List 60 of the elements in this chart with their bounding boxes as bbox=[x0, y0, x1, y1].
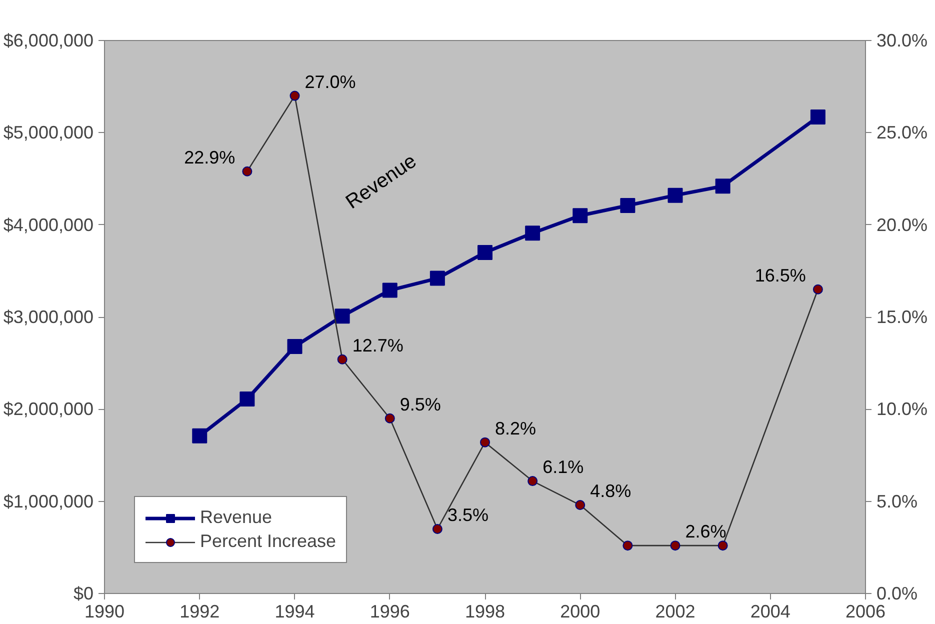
point bbox=[575, 500, 586, 510]
point bbox=[525, 226, 540, 241]
point bbox=[668, 188, 683, 203]
point bbox=[384, 413, 395, 424]
x-tick-label: 2002 bbox=[655, 602, 696, 622]
point bbox=[622, 540, 633, 551]
point bbox=[715, 178, 730, 194]
data-label: 8.2% bbox=[495, 418, 536, 438]
y2-tick-label: 20.0% bbox=[876, 214, 928, 235]
point bbox=[240, 392, 255, 407]
point bbox=[430, 270, 445, 286]
data-label: 12.7% bbox=[352, 335, 404, 356]
point bbox=[620, 198, 636, 213]
data-label: 6.1% bbox=[542, 457, 584, 478]
x-tick-label: 1992 bbox=[180, 602, 220, 622]
x-tick-label: 1990 bbox=[84, 602, 125, 622]
y2-tick-label: 15.0% bbox=[876, 307, 928, 327]
x-tick-label: 2006 bbox=[845, 602, 886, 622]
y2-tick-label: 30.0% bbox=[876, 30, 928, 50]
y2-tick-label: 0.0% bbox=[876, 584, 918, 604]
legend-label: Revenue bbox=[200, 507, 272, 528]
y-tick-label: $6,000,000 bbox=[3, 30, 94, 50]
point bbox=[528, 476, 538, 486]
data-label: 3.5% bbox=[447, 504, 488, 525]
y-tick-label: $5,000,000 bbox=[3, 122, 94, 143]
x-tick-label: 2004 bbox=[750, 602, 790, 622]
point bbox=[480, 437, 490, 448]
data-label: 27.0% bbox=[304, 72, 356, 92]
y-tick-label: $0 bbox=[73, 584, 94, 604]
point bbox=[670, 540, 680, 551]
data-label: 16.5% bbox=[754, 265, 806, 286]
y-tick-label: $1,000,000 bbox=[3, 491, 94, 512]
y2-tick-label: 10.0% bbox=[876, 399, 928, 420]
y-tick-label: $3,000,000 bbox=[3, 307, 94, 327]
point bbox=[192, 428, 208, 444]
point bbox=[718, 540, 728, 551]
data-label: 9.5% bbox=[400, 394, 441, 414]
point bbox=[810, 110, 826, 124]
y2-tick-label: 5.0% bbox=[876, 491, 918, 512]
legend-label: Percent Increase bbox=[200, 531, 336, 552]
y-tick-label: $4,000,000 bbox=[3, 214, 94, 235]
point bbox=[290, 90, 300, 101]
x-tick-label: 1996 bbox=[370, 602, 410, 622]
point bbox=[334, 308, 350, 324]
x-tick-label: 1994 bbox=[274, 602, 315, 622]
y2-tick-label: 25.0% bbox=[876, 122, 928, 143]
data-label: 2.6% bbox=[685, 522, 726, 542]
point bbox=[382, 282, 398, 298]
point bbox=[478, 244, 492, 260]
x-tick-label: 2000 bbox=[560, 602, 600, 622]
point bbox=[812, 284, 823, 294]
point bbox=[337, 354, 348, 364]
point bbox=[287, 338, 302, 354]
point bbox=[242, 166, 252, 176]
data-label: 22.9% bbox=[184, 147, 236, 168]
y-tick-label: $2,000,000 bbox=[3, 399, 94, 420]
point bbox=[432, 524, 442, 534]
point bbox=[572, 208, 588, 224]
x-tick-label: 1998 bbox=[464, 602, 506, 622]
data-label: 4.8% bbox=[590, 481, 632, 502]
